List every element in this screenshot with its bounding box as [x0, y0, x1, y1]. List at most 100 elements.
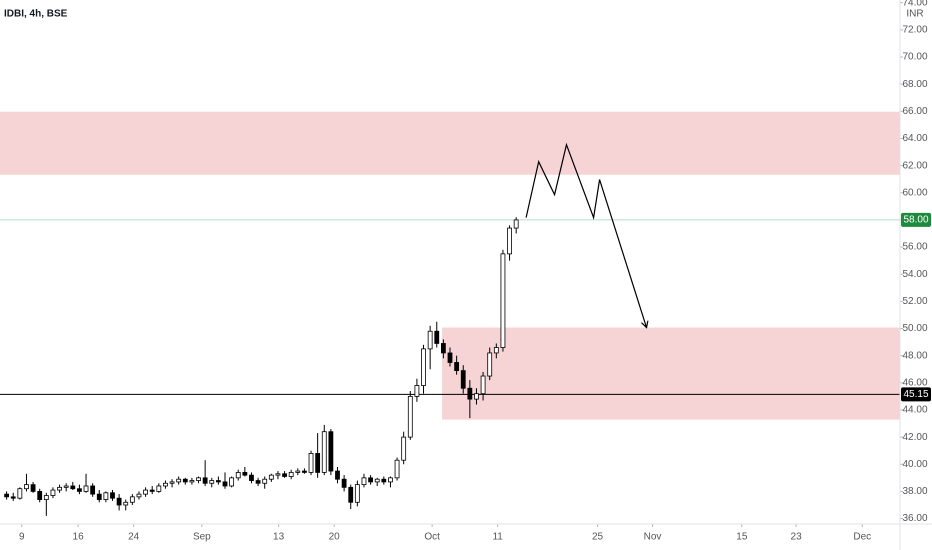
candle-body: [129, 496, 135, 503]
x-tick-label: Sep: [193, 532, 211, 543]
y-tick-label: 54.00: [902, 269, 927, 280]
candle-body: [321, 431, 327, 473]
candle-body: [156, 485, 162, 492]
candle-body: [50, 489, 56, 496]
y-tick-label: 40.00: [902, 459, 927, 470]
candle-body: [123, 501, 129, 506]
candle-body: [315, 453, 321, 473]
y-tick-label: 48.00: [902, 350, 927, 361]
candle-body: [361, 477, 367, 486]
candle-body: [57, 486, 62, 491]
candle-body: [77, 488, 82, 492]
candle-body: [149, 489, 155, 492]
candle-body: [209, 480, 215, 484]
candle-body: [229, 477, 235, 487]
candle-body: [374, 478, 380, 483]
price-label-box: [901, 212, 931, 227]
chart-title: IDBI, 4h, BSE: [4, 9, 68, 20]
candle-body: [4, 493, 10, 498]
candle-body: [500, 253, 506, 348]
candle-body: [116, 497, 122, 506]
candle-body: [242, 472, 248, 476]
y-tick-label: 44.00: [902, 405, 927, 416]
y-tick-label: 66.00: [902, 106, 927, 117]
y-tick-label: 72.00: [902, 25, 927, 36]
candle-body: [70, 485, 76, 490]
x-tick-label: Oct: [424, 532, 440, 543]
candle-body: [421, 348, 426, 386]
candle-body: [507, 227, 512, 255]
candle-body: [249, 474, 254, 481]
candle-body: [169, 481, 175, 484]
candle-body: [493, 347, 499, 354]
x-tick-label: Nov: [644, 532, 662, 543]
candle-body: [308, 453, 314, 473]
arrow-head: [641, 320, 649, 329]
candle-body: [90, 485, 96, 495]
candle-body: [10, 496, 16, 499]
candle-body: [43, 495, 49, 500]
candle-body: [176, 478, 182, 483]
y-tick-label: 74.00: [902, 0, 927, 8]
y-tick-label: 60.00: [902, 187, 927, 198]
y-tick-label: 64.00: [902, 133, 927, 144]
x-tick-label: 9: [19, 532, 25, 543]
candle-body: [295, 470, 301, 473]
x-tick-label: 16: [73, 532, 85, 543]
candle-body: [275, 473, 281, 476]
candle-body: [460, 370, 466, 389]
candle-body: [83, 485, 89, 492]
x-tick-label: 11: [492, 532, 503, 543]
y-tick-label: 62.00: [902, 160, 927, 171]
candle-body: [407, 395, 413, 438]
x-tick-label: 13: [273, 532, 285, 543]
x-tick-label: 20: [329, 532, 341, 543]
candle-body: [348, 486, 354, 503]
candle-body: [103, 492, 109, 500]
price-label: 45.15: [903, 389, 928, 400]
candle-body: [447, 352, 453, 363]
candle-body: [440, 343, 446, 354]
y-tick-label: 68.00: [902, 79, 927, 90]
candle-body: [37, 491, 43, 500]
y-tick-label: 46.00: [902, 377, 927, 388]
candle-body: [202, 477, 208, 484]
candle-body: [189, 480, 195, 483]
candle-body: [255, 480, 261, 484]
y-tick-label: 52.00: [902, 296, 927, 307]
currency-label: INR: [906, 9, 923, 20]
candle-body: [427, 330, 433, 350]
candle-body: [467, 387, 473, 400]
candle-body: [414, 385, 420, 397]
candle-body: [388, 477, 393, 483]
candle-body: [454, 362, 460, 372]
y-tick-label: 38.00: [902, 486, 927, 497]
candle-body: [30, 484, 36, 492]
x-tick-label: 25: [592, 532, 604, 543]
candle-body: [268, 474, 274, 480]
candle-body: [222, 481, 228, 487]
candle-body: [341, 478, 347, 488]
candle-body: [487, 352, 493, 377]
candle-body: [215, 480, 221, 483]
candle-body: [354, 484, 360, 503]
candle-body: [96, 493, 102, 500]
candle-body: [381, 478, 387, 483]
candle-body: [24, 484, 29, 490]
candle-body: [143, 489, 148, 495]
y-tick-label: 56.00: [902, 242, 927, 253]
candle-body: [335, 470, 340, 480]
candle-body: [288, 472, 294, 477]
price-label-box: [901, 387, 931, 402]
candle-body: [136, 493, 142, 498]
candle-body: [401, 436, 407, 461]
candle-body: [513, 219, 519, 229]
candle-body: [480, 375, 486, 395]
y-tick-label: 36.00: [902, 513, 927, 524]
y-tick-label: 70.00: [902, 52, 927, 63]
y-tick-label: 50.00: [902, 323, 927, 334]
candle-body: [17, 488, 23, 499]
zone: [0, 111, 900, 175]
